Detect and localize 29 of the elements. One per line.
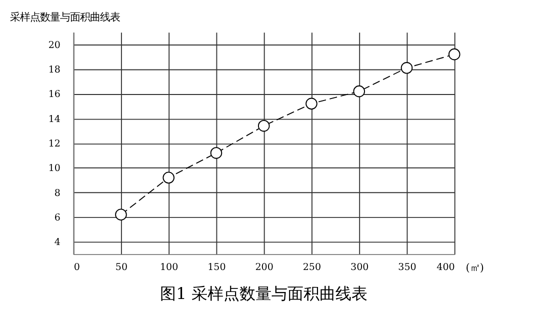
x-tick-label: 0 — [74, 262, 80, 273]
y-tick-label: 4 — [54, 237, 60, 248]
point — [162, 172, 175, 184]
x-tick-label: 300 — [350, 262, 369, 273]
point — [258, 120, 270, 132]
y-tick-label: 20 — [48, 40, 60, 51]
caption: 图1 采样点数量与面积曲线表 — [160, 284, 368, 303]
y-tick-label: 6 — [54, 212, 60, 224]
chart-title: 采样点数量与面积曲线表 — [10, 12, 120, 24]
y-tick-label: 18 — [48, 64, 60, 76]
point — [210, 147, 222, 159]
point — [306, 98, 318, 110]
point — [400, 62, 413, 74]
point — [448, 48, 460, 60]
x-tick-label: 200 — [255, 262, 274, 273]
point — [353, 85, 366, 98]
x-tick-label: 350 — [398, 262, 416, 273]
y-tick-label: 16 — [48, 89, 60, 100]
y-tick-label: 14 — [48, 114, 60, 125]
x-tick-label: 150 — [208, 262, 226, 273]
x-tick-label: 100 — [160, 262, 178, 273]
x-tick-label: 400 — [436, 262, 455, 273]
x-axis-title: (㎡) — [466, 262, 484, 274]
point — [115, 208, 127, 221]
x-tick-label: 50 — [115, 262, 128, 273]
y-tick-label: 8 — [54, 188, 60, 199]
x-tick-label: 250 — [302, 262, 322, 273]
y-tick-label: 12 — [48, 138, 60, 150]
y-tick-label: 10 — [48, 163, 60, 174]
